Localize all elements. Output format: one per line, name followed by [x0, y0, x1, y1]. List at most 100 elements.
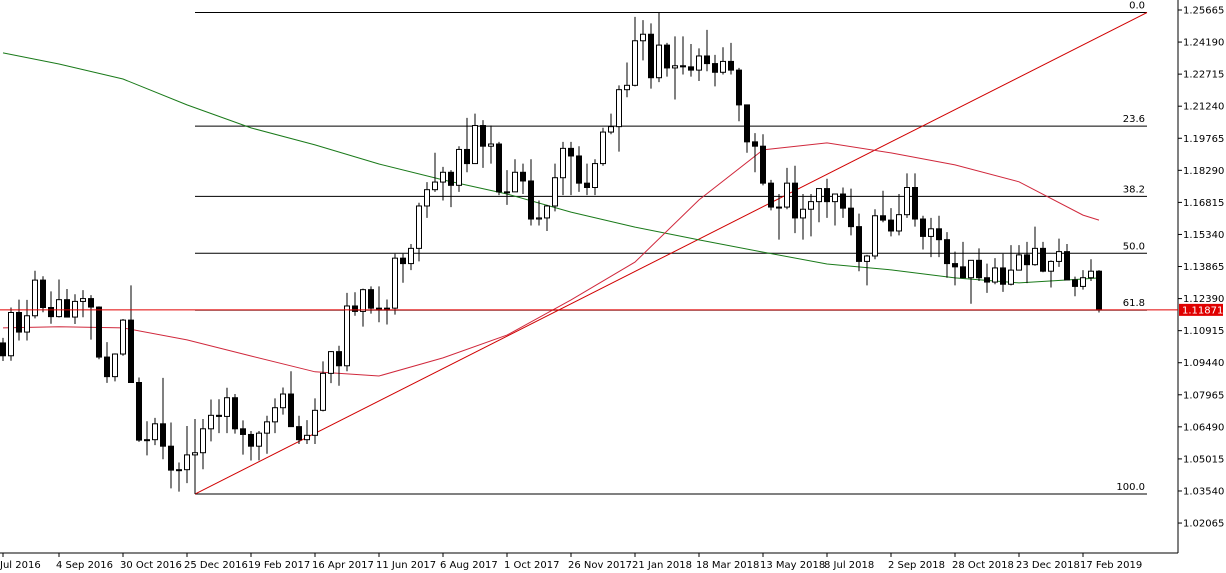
candle-body: [504, 191, 510, 194]
candle-body: [440, 171, 446, 183]
candle-body: [216, 414, 222, 417]
candle-body: [832, 193, 838, 203]
y-tick-label: 1.18290: [1183, 166, 1224, 177]
y-tick-label: 1.13865: [1183, 262, 1224, 273]
candle-body: [1088, 270, 1094, 279]
candle-body: [1040, 247, 1046, 272]
candle-body: [680, 65, 686, 68]
candle-body: [992, 267, 998, 283]
candle-body: [624, 84, 630, 91]
y-tick-label: 1.03540: [1183, 486, 1224, 497]
candle-body: [320, 372, 326, 411]
candle-body: [952, 263, 958, 268]
x-tick-label: 18 Mar 2018: [696, 560, 759, 571]
candle-body: [744, 104, 750, 143]
candle-body: [256, 432, 262, 447]
candle-body: [800, 208, 806, 219]
candle-body: [1056, 251, 1062, 262]
x-tick-label: 8 Jul 2018: [824, 560, 874, 571]
candle-body: [552, 177, 558, 207]
x-tick-label: Jul 2016: [0, 560, 41, 571]
candle-body: [240, 428, 246, 435]
candle-body: [424, 189, 430, 207]
candle-body: [840, 193, 846, 209]
candle-body: [336, 351, 342, 367]
candle-body: [88, 298, 94, 308]
y-tick-label: 1.10915: [1183, 326, 1224, 337]
candle-body: [24, 315, 30, 333]
candle-body: [480, 125, 486, 147]
candle-body: [104, 356, 110, 378]
candle-body: [1080, 277, 1086, 287]
candle-body: [160, 423, 166, 447]
y-tick-label: 1.02065: [1183, 519, 1224, 530]
candle-body: [696, 55, 702, 71]
y-tick-label: 1.16815: [1183, 198, 1224, 209]
y-tick-label: 1.12390: [1183, 294, 1224, 305]
candle-body: [536, 217, 542, 220]
candle-body: [728, 60, 734, 71]
candle-body: [856, 226, 862, 262]
candle-body: [752, 141, 758, 147]
y-tick-label: 1.09440: [1183, 358, 1224, 369]
candle-body: [280, 393, 286, 409]
candle-body: [496, 143, 502, 193]
candle-body: [864, 255, 870, 262]
candle-body: [1000, 267, 1006, 285]
candle-body: [432, 181, 438, 191]
candle-body: [888, 219, 894, 232]
candle-body: [128, 319, 134, 384]
candle-body: [40, 279, 46, 309]
candle-body: [1032, 247, 1038, 266]
candle-body: [328, 351, 334, 374]
candle-body: [64, 299, 70, 318]
candle-body: [928, 228, 934, 237]
x-tick-label: 4 Sep 2016: [56, 560, 113, 571]
candle-body: [920, 218, 926, 237]
y-tick-label: 1.22715: [1183, 70, 1224, 81]
fib-level-label: 61.8: [1123, 298, 1145, 309]
candle-body: [520, 171, 526, 182]
candle-body: [712, 63, 718, 73]
candle-body: [360, 289, 366, 312]
x-tick-label: 25 Dec 2016: [184, 560, 248, 571]
candle-body: [296, 426, 302, 441]
candle-body: [1024, 254, 1030, 266]
x-tick-label: 1 Oct 2017: [504, 560, 559, 571]
plot-area: [0, 12, 1148, 495]
x-tick-label: 17 Feb 2019: [1080, 560, 1142, 571]
candle-body: [288, 393, 294, 428]
candle-body: [848, 207, 854, 228]
price-label-box: [1179, 303, 1223, 316]
candle-body: [904, 187, 910, 216]
candle-body: [368, 289, 374, 309]
candle-body: [32, 279, 38, 317]
candle-body: [768, 182, 774, 208]
candle-body: [1048, 260, 1054, 272]
candle-body: [72, 300, 78, 318]
candle-body: [968, 259, 974, 279]
candle-body: [456, 148, 462, 186]
x-tick-label: 19 Feb 2017: [248, 560, 310, 571]
candle-body: [248, 433, 254, 447]
candle-body: [568, 147, 574, 157]
fib-level-label: 23.6: [1123, 114, 1145, 125]
moving-average: [2, 142, 1100, 377]
candle-body: [760, 145, 766, 184]
fib-level-label: 38.2: [1123, 184, 1145, 195]
candle-body: [1072, 279, 1078, 287]
candle-body: [416, 205, 422, 249]
candle-body: [672, 65, 678, 69]
y-tick-label: 1.24190: [1183, 38, 1224, 49]
candle-body: [376, 307, 382, 310]
candle-body: [392, 257, 398, 309]
candle-body: [600, 131, 606, 165]
candle-body: [120, 319, 126, 355]
candle-body: [448, 171, 454, 186]
fib-level-label: 100.0: [1116, 482, 1145, 493]
x-tick-label: 30 Oct 2016: [120, 560, 182, 571]
candle-body: [304, 434, 310, 441]
fib-trend: [194, 12, 1148, 495]
